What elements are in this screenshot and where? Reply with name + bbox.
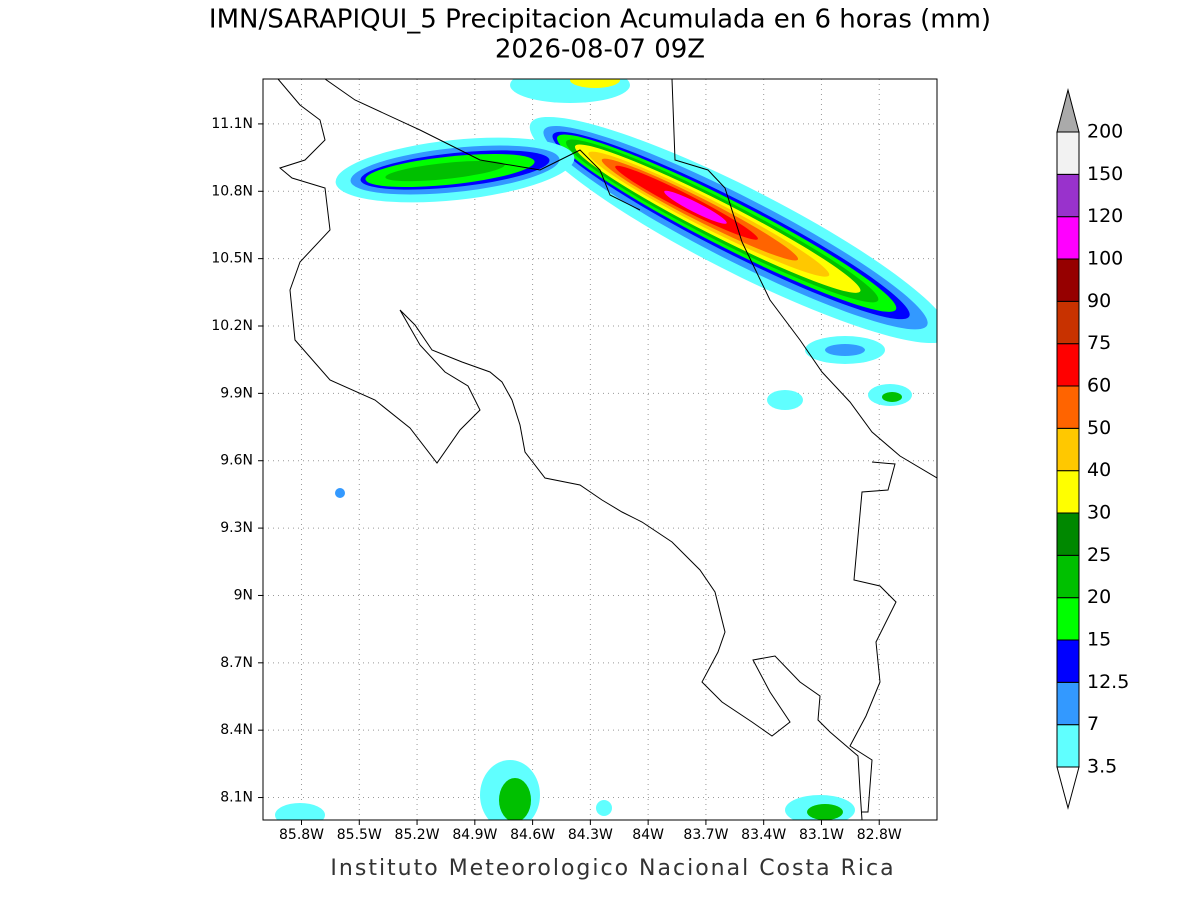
map-subtitle: 2026-08-07 09Z bbox=[495, 35, 705, 65]
colorbar-box bbox=[1056, 470, 1080, 514]
map-title: IMN/SARAPIQUI_5 Precipitacion Acumulada … bbox=[209, 5, 991, 35]
x-tick-label: 82.8W bbox=[857, 827, 902, 843]
colorbar-box bbox=[1056, 343, 1080, 387]
y-tick-label: 8.1N bbox=[220, 790, 253, 806]
y-tick-label: 9.6N bbox=[220, 453, 253, 469]
y-tick-label: 9.9N bbox=[220, 385, 253, 401]
y-tick-label: 10.8N bbox=[211, 183, 253, 199]
colorbar-label: 100 bbox=[1087, 248, 1123, 270]
x-tick-label: 84.6W bbox=[510, 827, 555, 843]
x-tick-label: 84.3W bbox=[568, 827, 613, 843]
rain-band-west bbox=[335, 137, 575, 203]
colorbar-box bbox=[1056, 681, 1080, 726]
colorbar-box bbox=[1056, 131, 1080, 175]
grid bbox=[263, 79, 937, 820]
colorbar-label: 12.5 bbox=[1087, 671, 1129, 693]
colorbar-box bbox=[1056, 512, 1080, 556]
footer: Instituto Meteorologico Nacional Costa R… bbox=[330, 856, 895, 881]
colorbar-label: 25 bbox=[1087, 544, 1111, 566]
coastlines bbox=[277, 79, 937, 820]
y-tick-label: 8.4N bbox=[220, 722, 253, 738]
y-tick-label: 8.7N bbox=[220, 655, 253, 671]
colorbar-box bbox=[1056, 554, 1080, 599]
x-tick-label: 84.9W bbox=[452, 827, 497, 843]
y-tick-label: 10.5N bbox=[211, 251, 253, 267]
colorbar-label: 30 bbox=[1087, 502, 1111, 524]
colorbar-label: 90 bbox=[1087, 290, 1111, 312]
colorbar-over bbox=[1056, 88, 1080, 133]
colorbar-label: 3.5 bbox=[1087, 756, 1117, 778]
y-tick-label: 10.2N bbox=[211, 318, 253, 334]
colorbar-box bbox=[1056, 300, 1080, 345]
colorbar-box bbox=[1056, 639, 1080, 683]
x-tick-label: 85.2W bbox=[395, 827, 440, 843]
colorbar-label: 60 bbox=[1087, 375, 1111, 397]
colorbar-box bbox=[1056, 724, 1080, 768]
lake-border bbox=[324, 79, 641, 211]
colorbar-label: 150 bbox=[1087, 163, 1123, 185]
x-tick-label: 84W bbox=[632, 827, 664, 843]
x-tick-label: 85.8W bbox=[279, 827, 324, 843]
colorbar-label: 7 bbox=[1087, 713, 1099, 735]
colorbar-label: 40 bbox=[1087, 459, 1111, 481]
colorbar-label: 120 bbox=[1087, 205, 1123, 227]
x-tick-label: 85.5W bbox=[337, 827, 382, 843]
colorbar-label: 200 bbox=[1087, 121, 1123, 143]
y-tick-label: 9.3N bbox=[220, 520, 253, 536]
colorbar-box bbox=[1056, 385, 1080, 429]
caribbean-coast bbox=[671, 79, 937, 479]
colorbar-box bbox=[1056, 173, 1080, 218]
colorbar-box bbox=[1056, 258, 1080, 302]
map-frame bbox=[262, 78, 938, 821]
colorbar-under bbox=[1056, 766, 1080, 810]
rain-band-main bbox=[529, 116, 937, 344]
y-tick-label: 9N bbox=[234, 587, 253, 603]
precipitation-field bbox=[275, 79, 937, 820]
colorbar-box bbox=[1056, 597, 1080, 641]
colorbar-box bbox=[1056, 216, 1080, 260]
colorbar-label: 15 bbox=[1087, 629, 1111, 651]
y-tick-label: 11.1N bbox=[211, 116, 253, 132]
x-tick-label: 83.7W bbox=[683, 827, 728, 843]
x-tick-label: 83.4W bbox=[741, 827, 786, 843]
colorbar-box bbox=[1056, 427, 1080, 472]
pacific-coast bbox=[277, 79, 863, 820]
panama-coast bbox=[849, 461, 897, 813]
colorbar: 3.5 7 12.5 15 20 25 30 40 50 60 75 90 100 120 150 200 bbox=[1056, 88, 1129, 810]
colorbar-label: 50 bbox=[1087, 417, 1111, 439]
colorbar-label: 75 bbox=[1087, 332, 1111, 354]
colorbar-label: 20 bbox=[1087, 586, 1111, 608]
x-tick-label: 83.1W bbox=[799, 827, 844, 843]
